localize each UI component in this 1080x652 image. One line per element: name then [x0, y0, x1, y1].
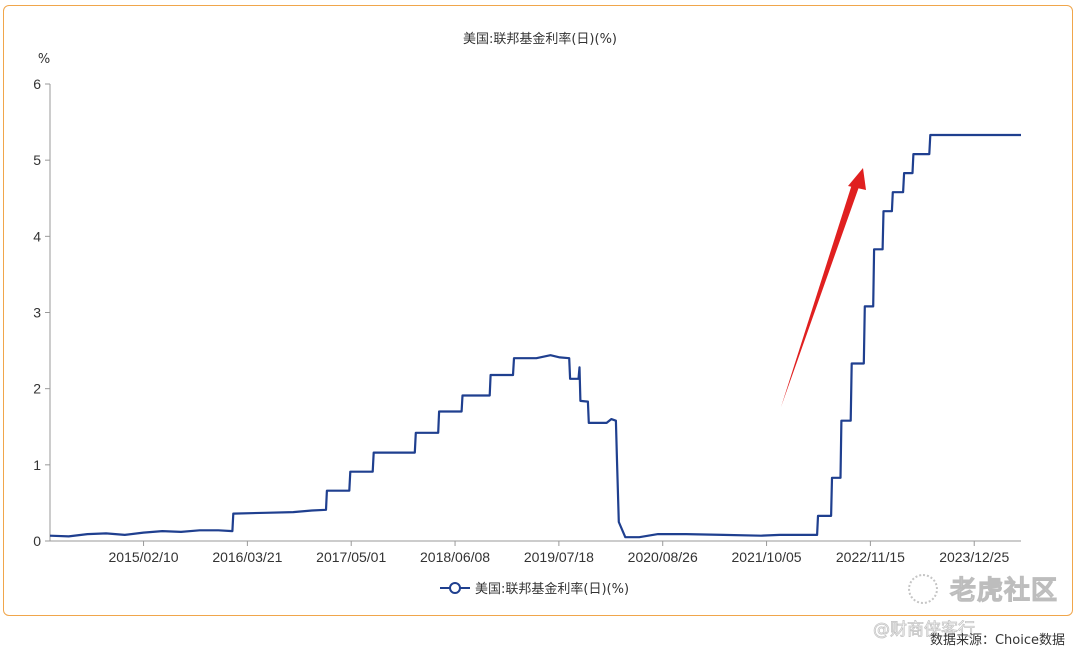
y-tick-label: 4 [33, 228, 41, 244]
x-tick-label: 2017/05/01 [316, 549, 386, 565]
y-axis: 0 1 2 3 4 5 6 [33, 76, 51, 549]
trend-arrow [781, 168, 866, 407]
y-tick-label: 3 [33, 305, 41, 321]
x-tick-label: 2021/10/05 [732, 549, 802, 565]
x-tick-label: 2016/03/21 [212, 549, 282, 565]
chart-frame [3, 5, 1073, 616]
y-tick-label: 5 [33, 152, 41, 168]
data-source: 数据来源：Choice数据 [929, 633, 1065, 648]
watermark-logo-icon [908, 574, 938, 604]
legend-marker-icon [449, 582, 461, 594]
x-tick-label: 2019/07/18 [524, 549, 594, 565]
x-tick-label: 2022/11/15 [836, 549, 905, 565]
watermark-author: @财商侠客行 [873, 620, 976, 641]
x-axis: 2015/02/10 2016/03/21 2017/05/01 2018/06/08… [50, 540, 1021, 565]
x-tick-label: 2023/12/25 [939, 549, 1009, 565]
series-line-fed-funds-rate [49, 133, 1021, 539]
chart-title: 美国:联邦基金利率(日)(%) [463, 31, 617, 47]
y-axis-unit: % [38, 52, 50, 67]
legend[interactable]: 美国:联邦基金利率(日)(%) [440, 581, 629, 597]
y-tick-label: 2 [33, 381, 41, 397]
y-tick-label: 6 [33, 76, 41, 92]
y-tick-label: 1 [33, 457, 41, 473]
watermark-brand: 老虎社区 [949, 576, 1058, 607]
x-tick-label: 2020/08/26 [628, 549, 698, 565]
y-tick-label: 0 [33, 533, 41, 549]
legend-label: 美国:联邦基金利率(日)(%) [475, 581, 629, 597]
x-tick-label: 2018/06/08 [420, 549, 490, 565]
x-tick-label: 2015/02/10 [109, 549, 179, 565]
